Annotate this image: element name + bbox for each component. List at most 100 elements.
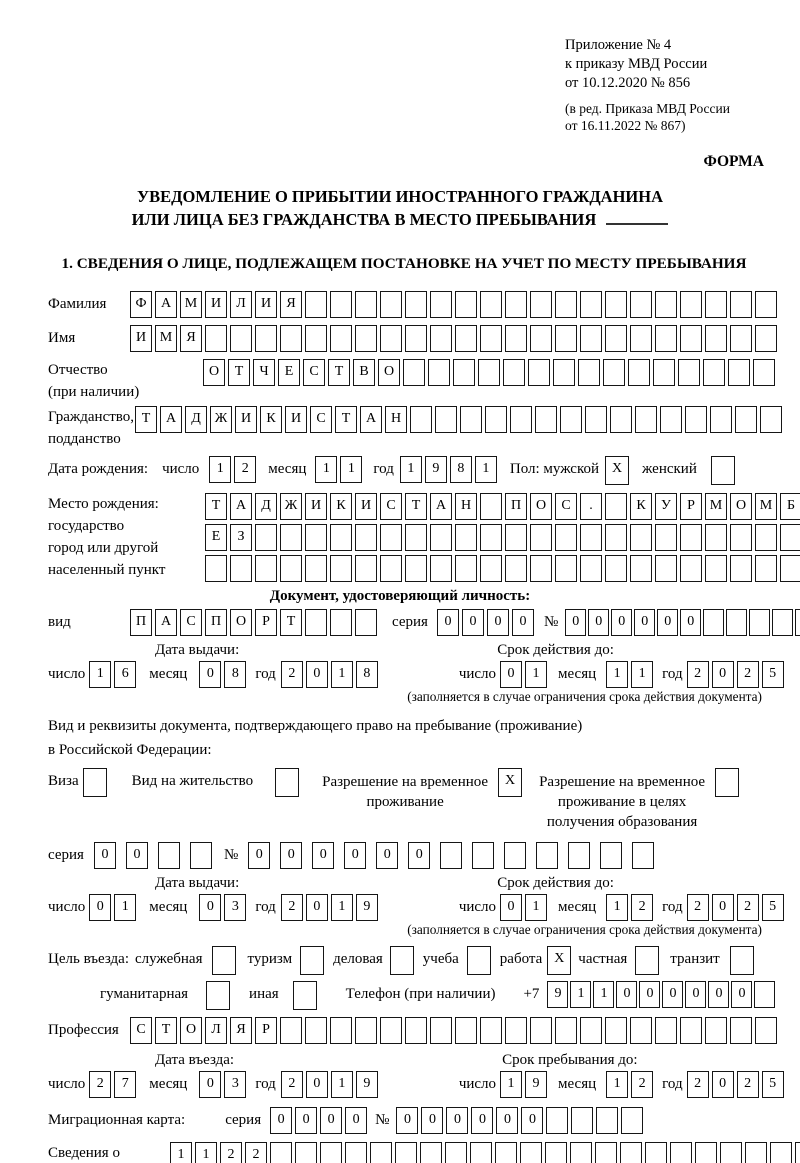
char-cell[interactable]: 0	[305, 1070, 328, 1098]
char-cell[interactable]	[645, 1141, 667, 1163]
char-cell[interactable]: Ч	[253, 359, 275, 387]
char-cell[interactable]: П	[205, 609, 227, 637]
char-cell[interactable]	[380, 524, 402, 552]
char-cell[interactable]	[555, 555, 577, 583]
char-cell[interactable]: 2	[736, 1070, 759, 1098]
char-cell[interactable]: 2	[280, 1070, 303, 1098]
char-cell[interactable]	[655, 524, 677, 552]
checkbox-cell[interactable]	[275, 767, 300, 797]
char-cell[interactable]	[780, 555, 800, 583]
char-cell[interactable]	[632, 841, 655, 869]
char-cell[interactable]	[755, 291, 777, 319]
char-cell[interactable]: С	[555, 493, 577, 521]
char-cell[interactable]	[705, 325, 727, 353]
char-cell[interactable]	[505, 524, 527, 552]
char-cell[interactable]: 0	[511, 609, 534, 637]
char-cell[interactable]: Р	[255, 1016, 277, 1044]
char-cell[interactable]	[795, 1141, 800, 1163]
char-cell[interactable]: 1	[330, 893, 353, 921]
char-cell[interactable]	[355, 524, 377, 552]
char-cell[interactable]	[680, 555, 702, 583]
char-cell[interactable]	[630, 524, 652, 552]
char-cell[interactable]: А	[360, 406, 382, 434]
char-cell[interactable]	[605, 1016, 627, 1044]
char-cell[interactable]	[530, 555, 552, 583]
char-cell[interactable]	[772, 609, 794, 637]
char-cell[interactable]	[255, 524, 277, 552]
char-cell[interactable]: 6	[114, 661, 137, 689]
char-cell[interactable]: 1	[399, 456, 422, 484]
char-cell[interactable]	[355, 555, 377, 583]
char-cell[interactable]: Т	[155, 1016, 177, 1044]
char-cell[interactable]	[405, 524, 427, 552]
char-cell[interactable]	[305, 325, 327, 353]
char-cell[interactable]	[255, 555, 277, 583]
checkbox-cell[interactable]	[710, 456, 735, 486]
char-cell[interactable]	[728, 359, 750, 387]
char-cell[interactable]	[510, 406, 532, 434]
char-cell[interactable]: 0	[320, 1106, 343, 1134]
char-cell[interactable]: 0	[639, 980, 661, 1008]
char-cell[interactable]	[580, 291, 602, 319]
char-cell[interactable]	[595, 1141, 617, 1163]
char-cell[interactable]: 9	[355, 893, 378, 921]
char-cell[interactable]: Т	[405, 493, 427, 521]
char-cell[interactable]: Т	[280, 609, 302, 637]
checkbox-cell[interactable]	[300, 945, 325, 975]
char-cell[interactable]	[455, 325, 477, 353]
char-cell[interactable]	[455, 1016, 477, 1044]
char-cell[interactable]: 2	[89, 1070, 112, 1098]
char-cell[interactable]: 8	[355, 661, 378, 689]
char-cell[interactable]: 2	[280, 661, 303, 689]
char-cell[interactable]: Д	[185, 406, 207, 434]
char-cell[interactable]	[605, 291, 627, 319]
char-cell[interactable]	[435, 406, 457, 434]
char-cell[interactable]	[405, 1016, 427, 1044]
char-cell[interactable]	[703, 359, 725, 387]
char-cell[interactable]	[320, 1141, 342, 1163]
char-cell[interactable]	[795, 609, 800, 637]
char-cell[interactable]: Д	[255, 493, 277, 521]
char-cell[interactable]	[560, 406, 582, 434]
char-cell[interactable]	[380, 325, 402, 353]
char-cell[interactable]: Р	[680, 493, 702, 521]
char-cell[interactable]: Т	[335, 406, 357, 434]
char-cell[interactable]	[403, 359, 425, 387]
char-cell[interactable]: 0	[565, 609, 587, 637]
char-cell[interactable]	[280, 524, 302, 552]
char-cell[interactable]: У	[655, 493, 677, 521]
char-cell[interactable]: 2	[234, 456, 257, 484]
char-cell[interactable]: Т	[205, 493, 227, 521]
char-cell[interactable]: Я	[180, 325, 202, 353]
char-cell[interactable]: 9	[525, 1070, 548, 1098]
char-cell[interactable]: 5	[761, 1070, 784, 1098]
char-cell[interactable]: 0	[305, 661, 328, 689]
char-cell[interactable]	[610, 406, 632, 434]
char-cell[interactable]	[745, 1141, 767, 1163]
char-cell[interactable]	[230, 555, 252, 583]
char-cell[interactable]	[730, 555, 752, 583]
char-cell[interactable]	[455, 555, 477, 583]
char-cell[interactable]	[720, 1141, 742, 1163]
purpose-commercial-checkbox[interactable]	[389, 945, 417, 975]
char-cell[interactable]	[485, 406, 507, 434]
char-cell[interactable]	[635, 406, 657, 434]
purpose-transit-checkbox[interactable]	[729, 945, 757, 975]
char-cell[interactable]: 0	[662, 980, 684, 1008]
char-cell[interactable]: 1	[330, 1070, 353, 1098]
char-cell[interactable]	[770, 1141, 792, 1163]
char-cell[interactable]	[753, 359, 775, 387]
char-cell[interactable]	[460, 406, 482, 434]
char-cell[interactable]	[455, 291, 477, 319]
char-cell[interactable]	[330, 524, 352, 552]
char-cell[interactable]: 0	[312, 841, 335, 869]
char-cell[interactable]	[504, 841, 527, 869]
char-cell[interactable]	[730, 291, 752, 319]
char-cell[interactable]	[655, 325, 677, 353]
char-cell[interactable]: К	[630, 493, 652, 521]
char-cell[interactable]	[530, 1016, 552, 1044]
char-cell[interactable]	[205, 325, 227, 353]
char-cell[interactable]: 2	[220, 1141, 242, 1163]
char-cell[interactable]: 0	[270, 1106, 293, 1134]
char-cell[interactable]	[555, 1016, 577, 1044]
